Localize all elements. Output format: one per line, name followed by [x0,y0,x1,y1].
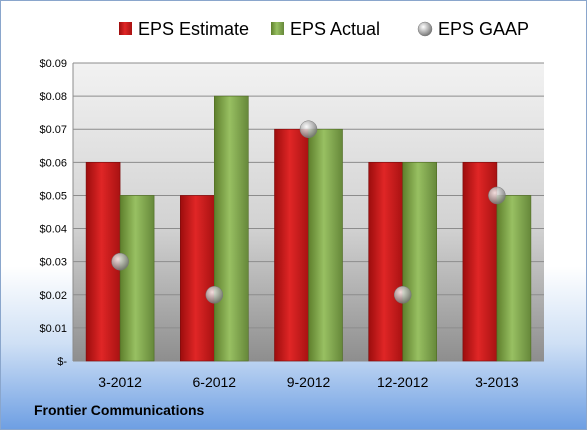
bar-eps-actual [402,162,438,362]
y-tick-label: $0.03 [39,257,67,269]
legend: EPS Estimate EPS Actual EPS GAAP [119,19,529,39]
legend-label: EPS Actual [290,19,380,39]
y-tick-label: $0.04 [39,224,67,236]
company-name: Frontier Communications [34,402,205,418]
y-tick-label: $0.05 [39,190,67,202]
y-axis-ticks: $- $0.01 $0.02 $0.03 $0.04 $0.05 $0.06 $0.07 $0.… [39,58,67,368]
legend-label: EPS Estimate [138,19,249,39]
marker-eps-gaap [488,186,506,205]
bar-eps-estimate [274,128,309,362]
bar-eps-estimate [368,162,404,362]
x-axis-labels: 3-2012 6-2012 9-2012 12-2012 3-2013 [98,374,519,390]
y-tick-label: $0.02 [39,290,67,302]
x-category-label: 6-2012 [193,374,237,390]
gaap-markers [111,120,506,304]
x-category-label: 3-2013 [475,374,519,390]
marker-eps-gaap [393,286,412,304]
x-category-label: 9-2012 [287,374,331,390]
bar-eps-actual [119,195,155,362]
x-category-label: 12-2012 [377,374,429,390]
y-tick-label: $0.08 [39,91,67,103]
bar-eps-actual [308,128,343,362]
y-tick-label: $0.06 [39,157,67,169]
legend-item: EPS Estimate [119,19,249,39]
marker-eps-gaap [111,252,129,271]
x-category-label: 3-2012 [98,374,142,390]
legend-label: EPS GAAP [438,19,529,39]
bar-eps-estimate [180,195,215,362]
legend-swatch [417,21,433,37]
y-tick-label: $0.01 [39,323,67,335]
legend-swatch [271,22,284,35]
y-tick-label: $0.07 [39,124,67,136]
legend-item: EPS Actual [271,19,380,39]
marker-eps-gaap [205,286,224,304]
bar-eps-actual [496,195,532,362]
marker-eps-gaap [299,120,318,138]
legend-item: EPS GAAP [417,19,529,39]
y-tick-label: $- [57,356,67,368]
legend-swatch [119,22,132,35]
y-tick-label: $0.09 [39,58,67,70]
bar-eps-actual [214,95,249,362]
